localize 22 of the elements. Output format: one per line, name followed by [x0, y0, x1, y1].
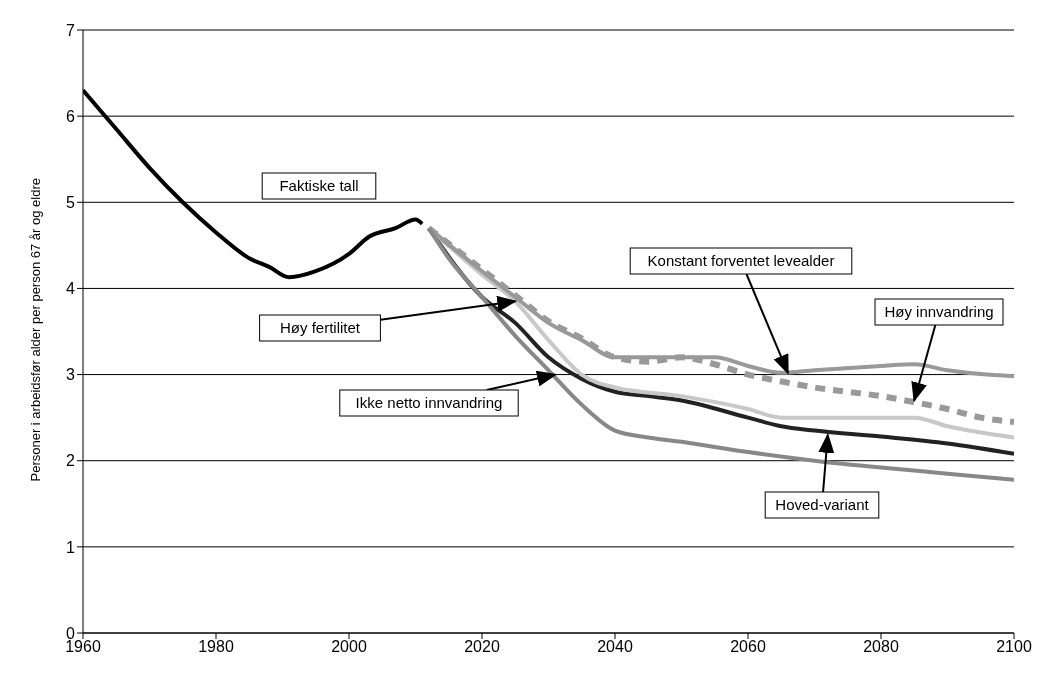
- x-tick-label: 2000: [331, 638, 367, 656]
- y-tick-label: 3: [66, 366, 76, 384]
- x-tick-label: 2020: [464, 638, 500, 656]
- annotation: Høy fertilitet: [279, 319, 361, 336]
- y-tick-label: 6: [66, 107, 76, 125]
- y-tick-label: 1: [66, 538, 76, 556]
- x-tick-label: 2060: [730, 638, 766, 656]
- annotation: Hoved-variant: [775, 496, 870, 513]
- x-tick-label: 2040: [597, 638, 633, 656]
- y-axis-title: Personer i arbeidsfør alder per person 67 år og eldre: [27, 178, 43, 482]
- x-tick-label: 2100: [996, 638, 1032, 656]
- y-tick-label: 5: [66, 193, 76, 211]
- annotation: Høy innvandring: [884, 303, 994, 320]
- annotation: Konstant forventet levealder: [647, 252, 835, 269]
- y-tick-label: 2: [66, 452, 76, 470]
- annotation: Ikke netto innvandring: [355, 394, 503, 411]
- x-tick-label: 1980: [198, 638, 234, 656]
- annotation: Faktiske tall: [279, 177, 359, 194]
- y-tick-label: 4: [66, 280, 76, 298]
- x-tick-label: 2080: [863, 638, 899, 656]
- y-tick-label: 7: [66, 21, 76, 39]
- x-tick-label: 1960: [65, 638, 101, 656]
